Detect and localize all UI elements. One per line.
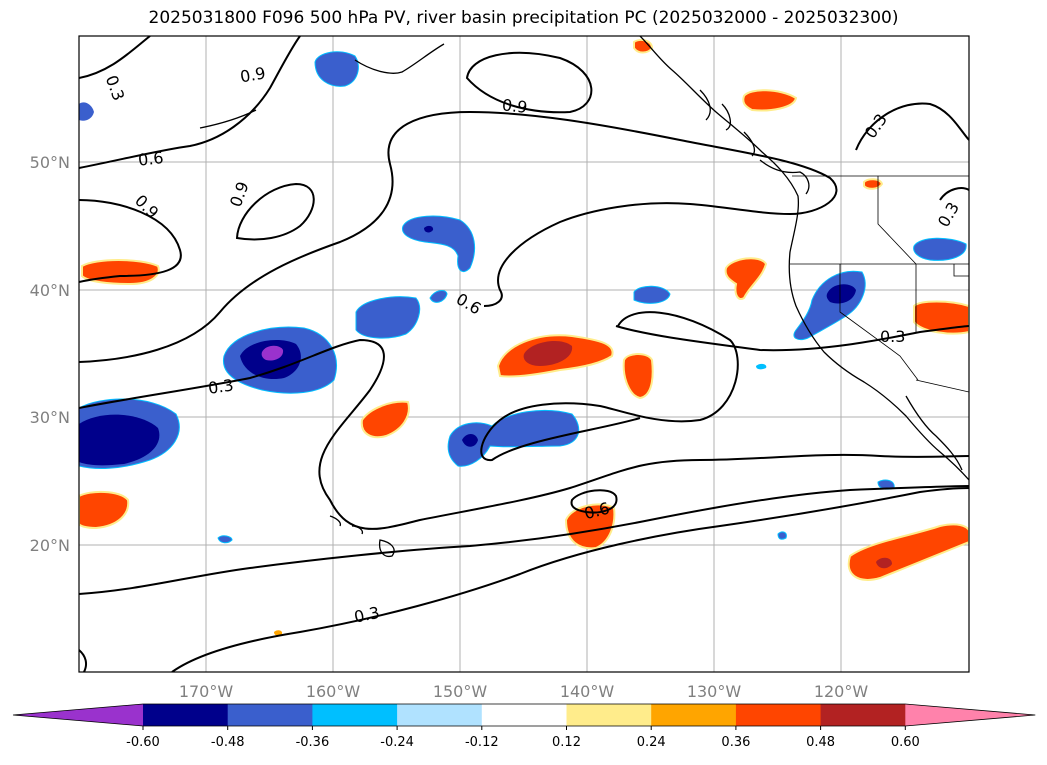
neg-blob-tiny-4 [756, 363, 767, 370]
colorbar-tick-label: -0.36 [296, 735, 330, 750]
neg-blob-central-core [424, 225, 434, 233]
colorbar-extend-low [13, 704, 143, 726]
pv-contours [79, 36, 969, 672]
pos-blob-far-west-south [79, 490, 130, 530]
pos-blob-west-north [81, 259, 160, 286]
lon-label-130w: 130°W [687, 682, 742, 701]
neg-blob-main-west-core [261, 345, 284, 361]
pos-blob-oregon-coast [724, 257, 768, 300]
neg-blob-california-core [826, 284, 856, 304]
colorbar-segment [481, 704, 567, 726]
colorbar-tick-label: 0.12 [552, 735, 581, 750]
neg-blob-central-north [401, 215, 476, 272]
neg-blob-east-small [633, 285, 671, 304]
pos-blob-southeast-core [876, 557, 892, 569]
lon-label-140w: 140°W [560, 682, 615, 701]
colorbar-tick-label: -0.24 [380, 735, 414, 750]
colorbar: -0.60 -0.48 -0.36 -0.24 -0.12 0.12 0.24 0.36 0.4… [12, 703, 1036, 750]
colorbar-segment [820, 704, 906, 726]
colorbar-tick-label: -0.60 [126, 735, 160, 750]
contour-label: 0.3 [352, 603, 381, 627]
map-title: 2025031800 F096 500 hPa PV, river basin … [148, 8, 899, 28]
lat-label-40n: 40°N [30, 281, 70, 300]
colorbar-segment [566, 704, 652, 726]
lon-label-170w: 170°W [179, 682, 234, 701]
lat-label-30n: 30°N [30, 408, 70, 427]
neg-blob-tiny-2 [777, 531, 787, 540]
pos-blob-nevada [913, 300, 969, 335]
colorbar-segment [312, 704, 398, 726]
colorbar-extend-high [905, 704, 1036, 726]
neg-blob-gulf-alaska [314, 51, 359, 87]
colorbar-segment [227, 704, 313, 726]
longitude-labels: 170°W 160°W 150°W 140°W 130°W 120°W [179, 682, 869, 701]
colorbar-tick-label: 0.60 [891, 735, 920, 750]
neg-blob-tiny-1 [217, 535, 233, 544]
contour-label: 0.9 [239, 63, 267, 86]
political-borders [790, 175, 969, 393]
plot-frame [78, 35, 970, 673]
neg-blob-small-1 [429, 290, 448, 303]
pos-blob-tiny-wa [863, 178, 884, 190]
neg-blob-left-edge [79, 102, 94, 121]
colorbar-segment [397, 704, 483, 726]
colorbar-tick-label: -0.12 [465, 735, 499, 750]
colorbar-tick-label: 0.48 [806, 735, 835, 750]
pos-blob-small-west [360, 400, 410, 439]
contour-label: 0.9 [501, 95, 528, 117]
colorbar-segment [651, 704, 737, 726]
contour-label: 0.3 [207, 375, 235, 397]
neg-blob-idaho [913, 237, 967, 261]
colorbar-tick-label: -0.48 [211, 735, 245, 750]
pos-blob-central-east [622, 353, 654, 400]
colorbar-segment [143, 704, 229, 726]
contour-label: 0.3 [880, 327, 905, 346]
coastlines [199, 36, 969, 558]
neg-blob-central-south-core [462, 434, 478, 447]
pos-blob-bc [742, 89, 798, 112]
lat-label-20n: 20°N [30, 536, 70, 555]
contour-label: 0.6 [137, 148, 164, 170]
pos-blob-dot [274, 630, 283, 636]
colorbar-tick-label: 0.24 [637, 735, 666, 750]
neg-blob-far-west-strong [79, 414, 160, 466]
pos-blob-south-central [564, 503, 616, 550]
latitude-labels: 50°N 40°N 30°N 20°N [30, 153, 70, 555]
lon-label-120w: 120°W [814, 682, 869, 701]
neg-blob-mid-west [355, 296, 421, 339]
colorbar-segment [735, 704, 822, 726]
colorbar-tick-label: 0.36 [721, 735, 750, 750]
lon-label-160w: 160°W [306, 682, 361, 701]
lat-label-50n: 50°N [30, 153, 70, 172]
pos-blob-central-core [523, 340, 573, 366]
lon-label-150w: 150°W [433, 682, 488, 701]
